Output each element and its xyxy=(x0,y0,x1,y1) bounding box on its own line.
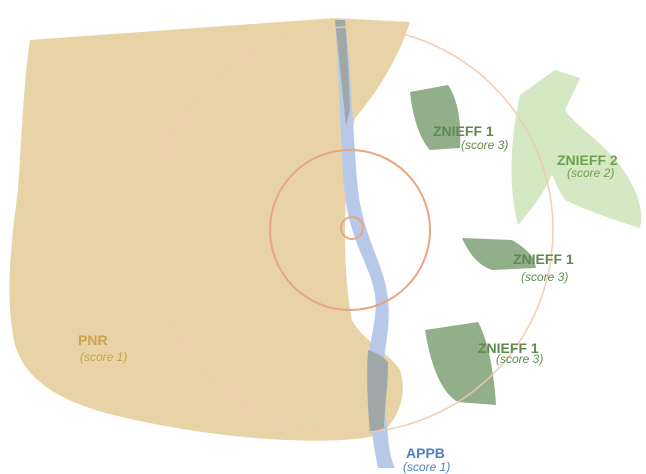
znieff2-score: (score 2) xyxy=(567,166,615,180)
appb-pnr-overlap xyxy=(335,20,388,434)
znieff2-label: ZNIEFF 2 xyxy=(557,152,618,168)
appb-score: (score 1) xyxy=(403,460,451,474)
znieff1-a-score: (score 3) xyxy=(461,138,509,152)
buffer-rings xyxy=(146,26,554,434)
buffer-ring-inner xyxy=(340,216,364,240)
appb-label: APPB xyxy=(406,445,445,461)
pnr-score: (score 1) xyxy=(80,350,128,364)
znieff2-zone xyxy=(511,70,642,228)
znieff1-zone-a xyxy=(410,85,461,150)
buffer-ring-middle xyxy=(269,149,431,311)
pnr-label: PNR xyxy=(78,332,108,348)
znieff1-zone-c xyxy=(425,322,496,405)
znieff1-c-label: ZNIEFF 1 xyxy=(478,340,539,356)
znieff1-a-label: ZNIEFF 1 xyxy=(433,123,494,139)
znieff1-b-label: ZNIEFF 1 xyxy=(513,251,574,267)
znieff1-c-score: (score 3) xyxy=(496,352,544,366)
znieff1-b-score: (score 3) xyxy=(521,270,569,284)
buffer-ring-outer xyxy=(146,26,554,434)
pnr-zone xyxy=(9,18,411,441)
znieff1-zone-b xyxy=(462,238,536,270)
